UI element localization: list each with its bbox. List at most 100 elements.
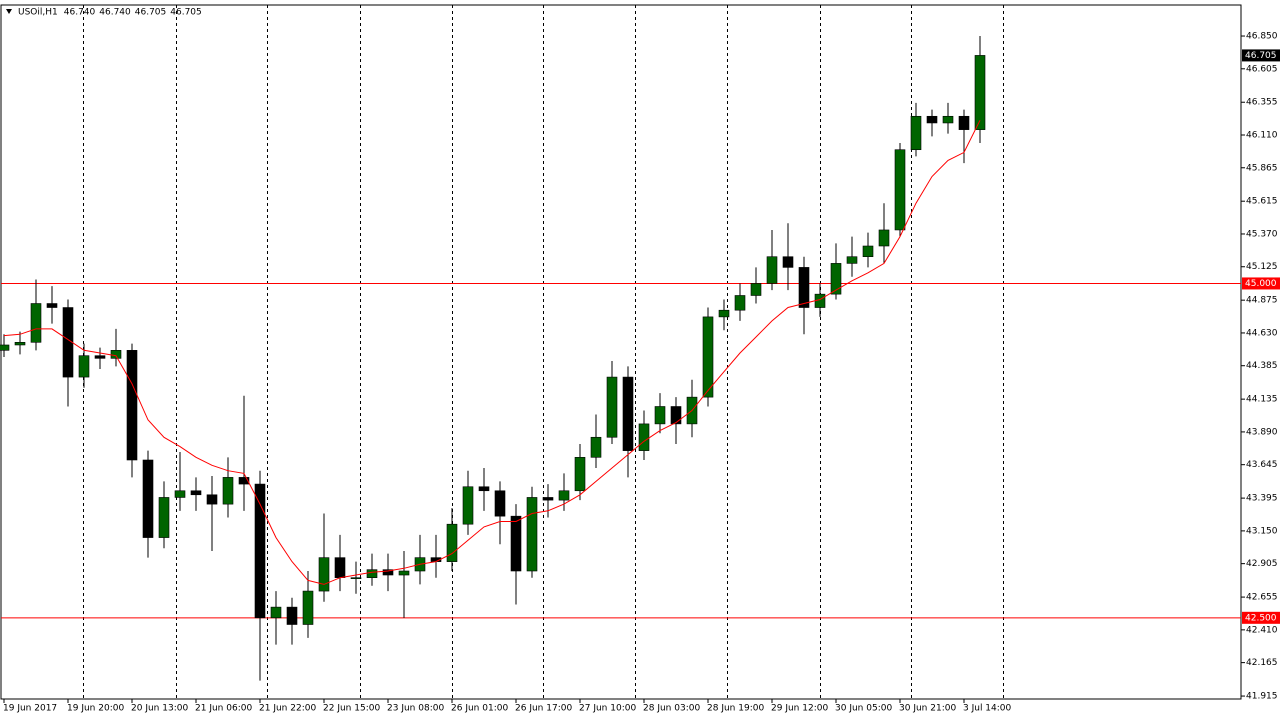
y-tick-label: 42.165: [1246, 658, 1278, 668]
y-tick-label: 44.875: [1246, 296, 1278, 306]
candle-body: [798, 267, 810, 308]
candle-body: [62, 307, 74, 378]
candle-body: [638, 423, 650, 451]
candle-body: [926, 115, 938, 124]
header-quote: 46.705: [135, 8, 167, 18]
candle-body: [526, 497, 538, 572]
candle-body: [862, 245, 874, 258]
y-tick-label: 46.110: [1246, 130, 1278, 140]
candle-body: [126, 350, 138, 461]
price-tag: [1242, 49, 1280, 62]
y-tick-label: 43.645: [1246, 460, 1278, 470]
x-tick-label: 21 Jun 06:00: [195, 704, 252, 714]
level-label: 42.500: [1245, 613, 1277, 623]
x-tick-label: 19 Jun 20:00: [67, 704, 124, 714]
candle-body: [718, 309, 730, 318]
candle-body: [174, 490, 186, 498]
x-tick-label: 3 Jul 14:00: [963, 704, 1012, 714]
candle-body: [270, 606, 282, 619]
candle-body: [30, 303, 42, 343]
candle-body: [366, 569, 378, 578]
candle-body: [894, 149, 906, 231]
candle-body: [478, 486, 490, 492]
candle-body: [542, 497, 554, 501]
candle-body: [942, 115, 954, 124]
candle-body: [446, 523, 458, 562]
x-tick-label: 20 Jun 13:00: [131, 704, 188, 714]
candle-body: [382, 569, 394, 576]
candle-body: [878, 229, 890, 247]
candle-body: [334, 557, 346, 578]
x-tick-label: 29 Jun 12:00: [771, 704, 828, 714]
level-label: 45.000: [1245, 279, 1277, 289]
candle-body: [462, 486, 474, 525]
moving-average: [3, 120, 981, 585]
y-tick-label: 42.905: [1246, 559, 1278, 569]
x-tick-label: 22 Jun 15:00: [323, 704, 380, 714]
plot-frame: [0, 4, 1242, 700]
level-tag: [1242, 611, 1280, 624]
candle-body: [302, 590, 314, 625]
candle-body: [606, 376, 618, 438]
y-tick-label: 41.915: [1246, 692, 1278, 702]
candle-body: [782, 256, 794, 268]
candle-body: [558, 490, 570, 501]
candle-body: [286, 606, 298, 625]
candle-body: [734, 295, 746, 311]
x-tick-label: 26 Jun 01:00: [451, 704, 508, 714]
candle-body: [510, 515, 522, 572]
x-tick-label: 23 Jun 08:00: [387, 704, 444, 714]
y-tick-label: 42.410: [1246, 625, 1278, 635]
candle-body: [398, 570, 410, 576]
header-quote: 46.740: [99, 8, 131, 18]
symbol: USOil,H1: [18, 8, 58, 18]
candle-body: [654, 406, 666, 425]
candle-body: [846, 256, 858, 264]
candle-body: [766, 256, 778, 284]
x-tick-label: 28 Jun 19:00: [707, 704, 764, 714]
candle-body: [750, 283, 762, 296]
y-tick-label: 46.605: [1246, 64, 1278, 74]
candle-body: [318, 557, 330, 592]
candle-body: [94, 355, 106, 359]
candle-body: [110, 350, 122, 359]
x-tick-label: 28 Jun 03:00: [643, 704, 700, 714]
y-tick-label: 45.370: [1246, 229, 1278, 239]
candle-body: [254, 483, 266, 619]
candle-body: [238, 477, 250, 485]
y-tick-label: 46.355: [1246, 98, 1278, 108]
candle-body: [14, 342, 26, 346]
header-quote: 46.705: [170, 8, 202, 18]
x-tick-label: 26 Jun 17:00: [515, 704, 572, 714]
candle-body: [0, 344, 10, 351]
candle-body: [590, 436, 602, 458]
y-tick-label: 42.655: [1246, 593, 1278, 603]
header-arrow[interactable]: [6, 9, 12, 14]
x-tick-label: 19 Jun 2017: [3, 704, 57, 714]
y-tick-label: 44.135: [1246, 395, 1278, 405]
y-tick-label: 45.615: [1246, 197, 1278, 207]
y-tick-label: 44.385: [1246, 361, 1278, 371]
price-label: 46.705: [1245, 51, 1277, 61]
candle-body: [206, 494, 218, 505]
candle-body: [910, 115, 922, 151]
y-tick-label: 43.150: [1246, 526, 1278, 536]
y-tick-label: 43.395: [1246, 494, 1278, 504]
candle-body: [574, 457, 586, 492]
candle-body: [190, 490, 202, 496]
candle-body: [670, 406, 682, 425]
header-quote: 46.740: [64, 8, 96, 18]
candle-body: [78, 355, 90, 378]
candle-body: [222, 477, 234, 505]
candle-body: [830, 263, 842, 295]
y-tick-label: 44.630: [1246, 328, 1278, 338]
candle-body: [158, 497, 170, 538]
candle-body: [702, 316, 714, 398]
candle-body: [622, 376, 634, 451]
x-tick-label: 27 Jun 10:00: [579, 704, 636, 714]
y-tick-label: 45.865: [1246, 163, 1278, 173]
x-tick-label: 30 Jun 21:00: [899, 704, 956, 714]
y-tick-label: 45.125: [1246, 262, 1278, 272]
candle-body: [46, 303, 58, 308]
